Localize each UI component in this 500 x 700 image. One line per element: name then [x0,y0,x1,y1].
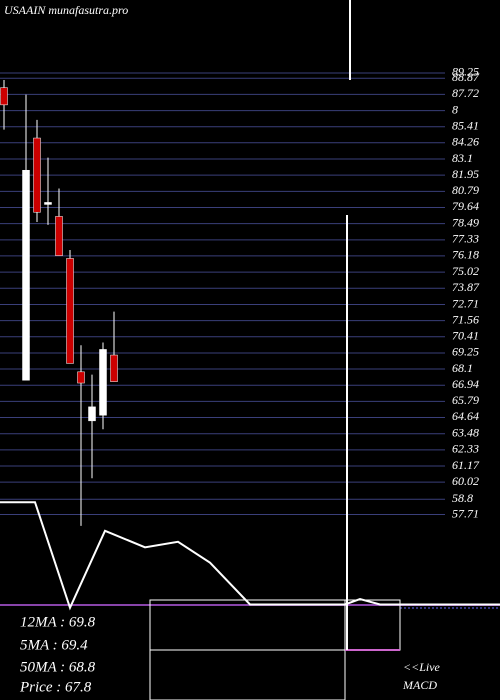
ma-label: 12MA : 69.8 [20,614,96,630]
y-tick-label: 72.71 [452,296,479,310]
y-tick-label: 58.8 [452,491,473,505]
candle-body [77,371,85,384]
y-tick-label: 64.64 [452,409,479,423]
candle-body [110,354,118,382]
y-tick-label: 69.25 [452,345,479,359]
y-tick-label: 87.72 [452,86,479,100]
y-tick-label: 84.26 [452,135,479,149]
candle-body [99,349,107,416]
y-tick-label: 89.25 [452,65,479,79]
y-tick-label: 76.18 [452,248,479,262]
y-tick-label: 68.1 [452,361,473,375]
candle-body [22,169,30,381]
candle-body [88,406,96,422]
ma-label: Price : 67.8 [19,679,92,695]
y-tick-label: 60.02 [452,474,479,488]
macd-label: MACD [402,678,437,692]
y-tick-label: 85.41 [452,118,479,132]
candle-body [33,137,41,213]
y-tick-label: 57.71 [452,506,479,520]
y-tick-label: 62.33 [452,442,479,456]
y-tick-label: 66.94 [452,377,479,391]
y-tick-label: 78.49 [452,215,479,229]
y-tick-label: 65.79 [452,393,479,407]
chart-title: USAAIN munafasutra.pro [4,3,128,17]
candle-body [55,216,63,256]
y-tick-label: 83.1 [452,151,473,165]
ma-label: 50MA : 68.8 [20,659,96,675]
candles [0,79,118,526]
y-tick-label: 81.95 [452,167,479,181]
indicator-line [0,501,500,611]
ma-label: 5MA : 69.4 [20,637,88,653]
y-tick-label: 88.87 [452,70,480,84]
y-tick-label: 63.48 [452,425,479,439]
candle-body [0,87,8,106]
y-tick-label: 8 [452,102,458,116]
y-tick-label: 80.79 [452,183,479,197]
y-tick-label: 73.87 [452,280,480,294]
y-tick-label: 61.17 [452,458,480,472]
y-tick-label: 75.02 [452,264,479,278]
y-tick-label: 77.33 [452,232,479,246]
y-tick-label: 71.56 [452,312,479,326]
y-tick-label: 79.64 [452,199,479,213]
candle-body [44,202,52,205]
live-label: <<Live [403,660,441,674]
candle-body [66,258,74,364]
y-tick-label: 70.41 [452,328,479,342]
